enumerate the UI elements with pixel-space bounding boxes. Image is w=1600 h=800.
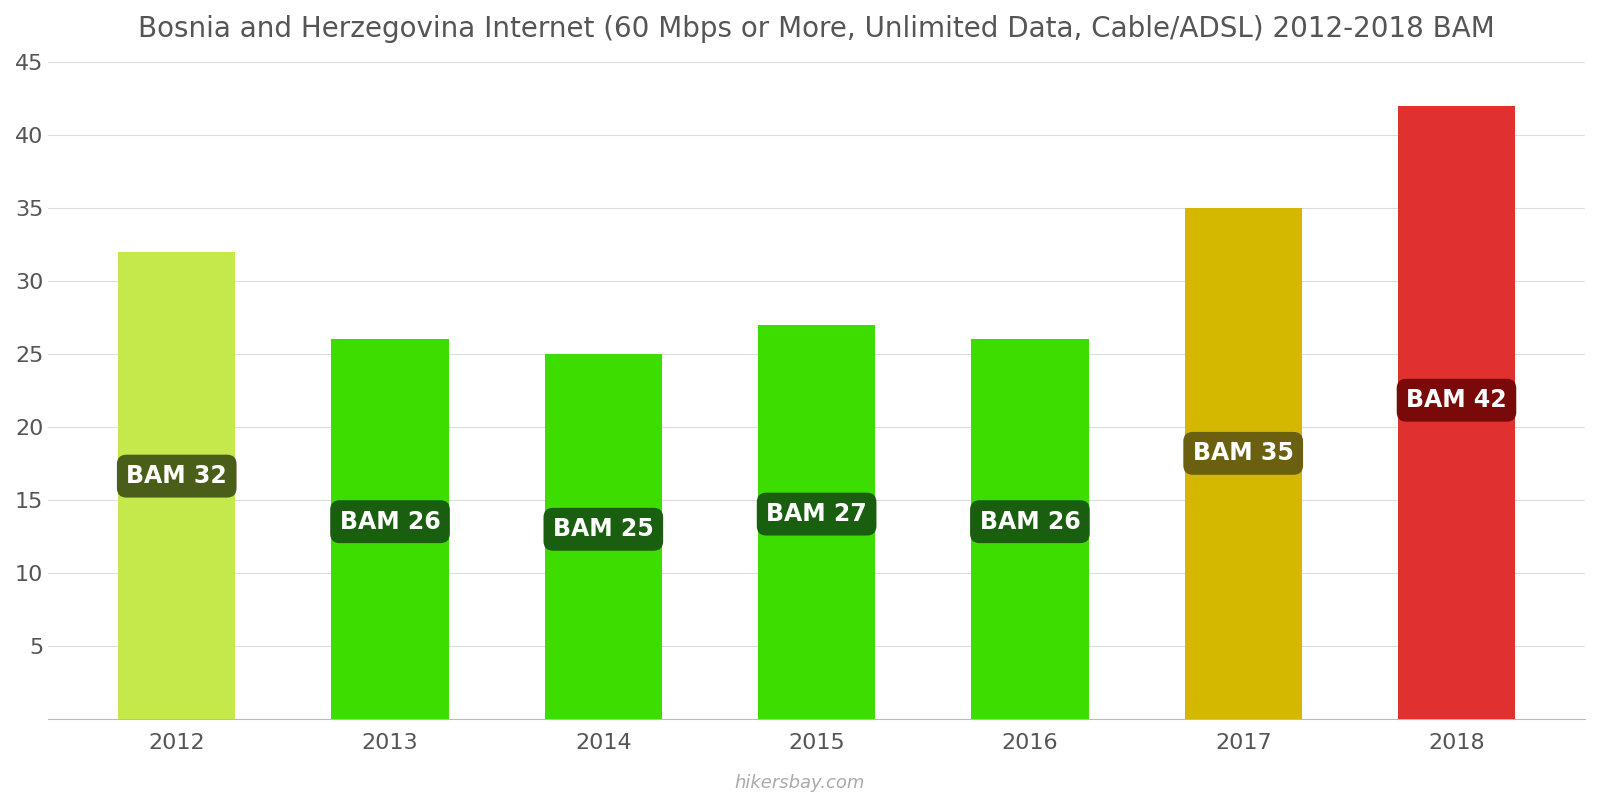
Text: BAM 27: BAM 27 bbox=[766, 502, 867, 526]
Text: BAM 26: BAM 26 bbox=[339, 510, 440, 534]
Title: Bosnia and Herzegovina Internet (60 Mbps or More, Unlimited Data, Cable/ADSL) 20: Bosnia and Herzegovina Internet (60 Mbps… bbox=[138, 15, 1494, 43]
Bar bbox=[331, 339, 448, 719]
Text: BAM 26: BAM 26 bbox=[979, 510, 1080, 534]
Bar bbox=[118, 252, 235, 719]
Bar bbox=[1398, 106, 1515, 719]
Text: BAM 25: BAM 25 bbox=[554, 518, 654, 542]
Text: BAM 35: BAM 35 bbox=[1192, 442, 1294, 466]
Bar bbox=[1184, 208, 1302, 719]
Bar bbox=[758, 325, 875, 719]
Text: BAM 32: BAM 32 bbox=[126, 464, 227, 488]
Bar bbox=[971, 339, 1088, 719]
Text: hikersbay.com: hikersbay.com bbox=[734, 774, 866, 792]
Text: BAM 42: BAM 42 bbox=[1406, 388, 1507, 412]
Bar bbox=[544, 354, 662, 719]
